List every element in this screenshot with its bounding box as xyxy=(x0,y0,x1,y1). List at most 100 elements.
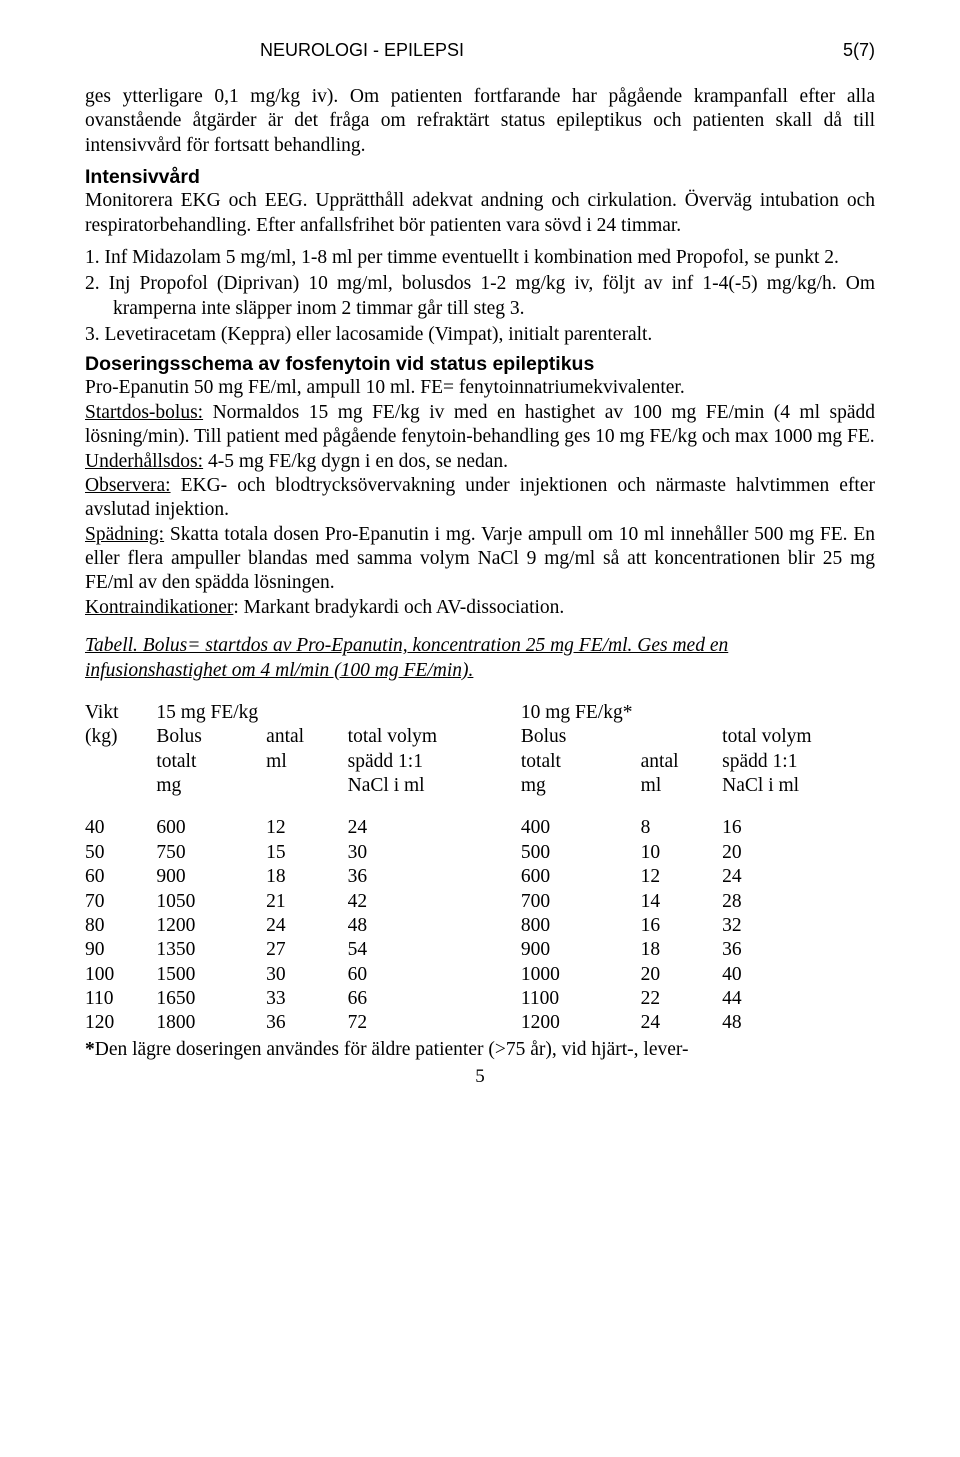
table-cell: 10 mg FE/kg* xyxy=(521,701,641,725)
spadning-label: Spädning: xyxy=(85,524,164,545)
table-cell: 40 xyxy=(85,816,156,840)
table-cell: 120 xyxy=(85,1011,156,1035)
table-row: Vikt15 mg FE/kg 10 mg FE/kg* xyxy=(85,701,875,725)
table-cell: Bolus xyxy=(156,725,266,749)
table-cell: 750 xyxy=(156,841,266,865)
table-cell: 48 xyxy=(722,1011,875,1035)
table-cell: 900 xyxy=(521,938,641,962)
underhall-label: Underhållsdos: xyxy=(85,451,203,472)
table-cell xyxy=(85,750,156,774)
table-cell: 66 xyxy=(348,987,521,1011)
table-cell: 50 xyxy=(85,841,156,865)
table-cell: 1350 xyxy=(156,938,266,962)
table-cell: 30 xyxy=(266,963,348,987)
table-cell: 15 xyxy=(266,841,348,865)
table-cell: 1100 xyxy=(521,987,641,1011)
table-cell: 70 xyxy=(85,890,156,914)
table-cell: 18 xyxy=(641,938,723,962)
table-cell: spädd 1:1 xyxy=(348,750,521,774)
underhall-paragraph: Underhållsdos: 4-5 mg FE/kg dygn i en do… xyxy=(85,450,875,474)
observera-paragraph: Observera: EKG- och blodtrycksövervaknin… xyxy=(85,474,875,523)
table-cell: 10 xyxy=(641,841,723,865)
observera-text: EKG- och blodtrycksövervakning under inj… xyxy=(85,475,875,520)
table-cell: 24 xyxy=(348,816,521,840)
table-cell: 12 xyxy=(266,816,348,840)
kontra-label: Kontraindikationer xyxy=(85,597,233,618)
table-cell: 36 xyxy=(266,1011,348,1035)
table-cell: 36 xyxy=(348,865,521,889)
table-cell: 100 xyxy=(85,963,156,987)
dosering-line-1: Pro-Epanutin 50 mg FE/ml, ampull 10 ml. … xyxy=(85,376,875,400)
underhall-text: 4-5 mg FE/kg dygn i en dos, se nedan. xyxy=(203,451,508,472)
table-caption: Tabell. Bolus= startdos av Pro-Epanutin,… xyxy=(85,634,875,683)
table-cell: 54 xyxy=(348,938,521,962)
table-cell xyxy=(266,701,348,725)
table-cell: 24 xyxy=(266,914,348,938)
table-cell: mg xyxy=(156,774,266,798)
table-cell: 1800 xyxy=(156,1011,266,1035)
table-cell: mg xyxy=(521,774,641,798)
table-body: Vikt15 mg FE/kg10 mg FE/kg*(kg)Bolusanta… xyxy=(85,701,875,1036)
table-cell: 24 xyxy=(722,865,875,889)
footnote-text: Den lägre doseringen användes för äldre … xyxy=(95,1039,689,1060)
table-cell: 40 xyxy=(722,963,875,987)
table-cell: ml xyxy=(266,750,348,774)
table-cell: 27 xyxy=(266,938,348,962)
startdos-label: Startdos-bolus: xyxy=(85,402,203,423)
table-cell: antal xyxy=(641,750,723,774)
table-cell: 800 xyxy=(521,914,641,938)
table-cell xyxy=(641,701,723,725)
spadning-text: Skatta totala dosen Pro-Epanutin i mg. V… xyxy=(85,524,875,594)
table-cell: 1500 xyxy=(156,963,266,987)
header-title: NEUROLOGI - EPILEPSI xyxy=(260,40,464,61)
table-cell: 36 xyxy=(722,938,875,962)
table-row: 1101650336611002244 xyxy=(85,987,875,1011)
table-cell: 12 xyxy=(641,865,723,889)
table-row: totaltmlspädd 1:1totaltantalspädd 1:1 xyxy=(85,750,875,774)
document-page: NEUROLOGI - EPILEPSI 5(7) ges ytterligar… xyxy=(0,0,960,1457)
table-cell: 60 xyxy=(85,865,156,889)
table-row: 5075015305001020 xyxy=(85,841,875,865)
table-cell: total volym xyxy=(722,725,875,749)
intensivvard-paragraph: Monitorera EKG och EEG. Upprätthåll adek… xyxy=(85,189,875,238)
table-cell: 400 xyxy=(521,816,641,840)
observera-label: Observera: xyxy=(85,475,171,496)
table-cell xyxy=(85,774,156,798)
table-cell: total volym xyxy=(348,725,521,749)
startdos-paragraph: Startdos-bolus: Normaldos 15 mg FE/kg iv… xyxy=(85,401,875,450)
table-cell: Vikt xyxy=(85,701,156,725)
list-item-1: 1. Inf Midazolam 5 mg/ml, 1-8 ml per tim… xyxy=(85,246,875,270)
table-cell: 700 xyxy=(521,890,641,914)
table-cell: totalt xyxy=(521,750,641,774)
table-cell xyxy=(641,725,723,749)
table-cell: antal xyxy=(266,725,348,749)
page-header: NEUROLOGI - EPILEPSI 5(7) xyxy=(85,40,875,61)
table-row: 1201800367212002448 xyxy=(85,1011,875,1035)
table-row: 406001224400816 xyxy=(85,816,875,840)
table-cell: 18 xyxy=(266,865,348,889)
table-cell: 1650 xyxy=(156,987,266,1011)
table-cell: 21 xyxy=(266,890,348,914)
table-cell: 90 xyxy=(85,938,156,962)
table-cell: 15 mg FE/kg xyxy=(156,701,266,725)
kontraindikationer-paragraph: Kontraindikationer: Markant bradykardi o… xyxy=(85,596,875,620)
table-cell: 42 xyxy=(348,890,521,914)
table-gap-row xyxy=(85,798,875,816)
table-row: 6090018366001224 xyxy=(85,865,875,889)
heading-intensivvard: Intensivvård xyxy=(85,166,875,189)
spadning-paragraph: Spädning: Skatta totala dosen Pro-Epanut… xyxy=(85,523,875,596)
table-cell xyxy=(348,701,521,725)
table-cell: (kg) xyxy=(85,725,156,749)
table-cell: NaCl i ml xyxy=(722,774,875,798)
table-cell: 28 xyxy=(722,890,875,914)
table-row: (kg)Bolusantaltotal volymBolustotal voly… xyxy=(85,725,875,749)
table-cell: totalt xyxy=(156,750,266,774)
table-row: 90135027549001836 xyxy=(85,938,875,962)
table-cell: 24 xyxy=(641,1011,723,1035)
table-cell: 8 xyxy=(641,816,723,840)
footnote-star: * xyxy=(85,1039,95,1060)
table-cell: 44 xyxy=(722,987,875,1011)
table-row: mgNaCl i mlmgmlNaCl i ml xyxy=(85,774,875,798)
table-cell: spädd 1:1 xyxy=(722,750,875,774)
table-cell: 14 xyxy=(641,890,723,914)
